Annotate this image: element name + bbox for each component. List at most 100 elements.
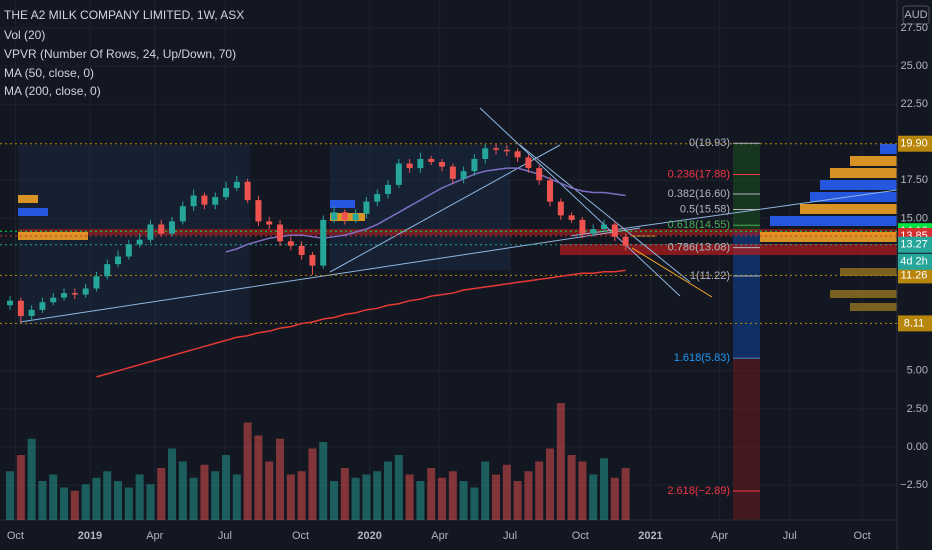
grid <box>0 0 897 520</box>
candle-body <box>547 180 554 202</box>
price-label-box <box>898 315 932 332</box>
candle-body <box>136 239 143 245</box>
currency-box[interactable] <box>902 5 930 25</box>
ma-line <box>225 167 626 253</box>
volume-bar <box>286 474 295 520</box>
volume-bar <box>232 474 241 520</box>
x-tick-label: 2021 <box>638 530 662 542</box>
candle-body <box>233 181 240 188</box>
volume-bar <box>265 461 274 520</box>
candle-body <box>493 148 500 150</box>
x-tick-label: Apr <box>711 530 728 542</box>
candle-body <box>50 297 57 303</box>
candle-body <box>287 241 294 246</box>
volume-bar <box>589 474 598 520</box>
legend-item: MA (50, close, 0) <box>4 66 94 80</box>
volume-bar <box>427 468 436 520</box>
volume-bar <box>535 461 544 520</box>
candle-body <box>298 245 305 255</box>
title: THE A2 MILK COMPANY LIMITED, 1W, ASX <box>4 8 244 22</box>
volume-bar <box>135 474 144 520</box>
candle-body <box>525 157 532 169</box>
y-tick-label: 22.50 <box>900 98 928 110</box>
volume-bar <box>211 471 220 520</box>
candle-body <box>39 302 46 310</box>
x-tick-label: Jul <box>503 530 517 542</box>
candle-body <box>169 221 176 234</box>
volume-bar <box>524 471 533 520</box>
x-tick-label: Oct <box>7 530 24 542</box>
candle-body <box>395 163 402 185</box>
volume-bar <box>492 474 501 520</box>
candle-body <box>190 195 197 207</box>
volume-bar <box>92 477 101 520</box>
volume-bar <box>124 487 133 520</box>
volume-bar <box>556 403 565 520</box>
volume-bar <box>297 471 306 520</box>
candle-body <box>7 300 14 306</box>
candle-body <box>255 200 262 222</box>
candle-body <box>590 229 597 234</box>
candle-body <box>341 212 348 220</box>
candle-body <box>417 158 424 169</box>
candle-body <box>568 215 575 220</box>
volume-bar <box>384 461 393 520</box>
price-label: 11.26 <box>901 269 928 281</box>
candle-body <box>93 276 100 289</box>
candle-body <box>385 184 392 195</box>
volume-bar <box>621 468 630 520</box>
y-tick-label: 2.50 <box>907 403 928 415</box>
volume-bar <box>438 477 447 520</box>
volume-bar <box>578 461 587 520</box>
candle-body <box>482 148 489 159</box>
x-tick-label: Oct <box>572 530 589 542</box>
y-tick-label: 17.50 <box>900 174 928 186</box>
candle-body <box>125 244 132 257</box>
volume-bar <box>70 490 79 520</box>
candle-body <box>61 293 68 298</box>
volume-bar <box>610 477 619 520</box>
volume-bar <box>448 471 457 520</box>
volume-bar <box>513 481 522 520</box>
fib-label: 0.382(16.60) <box>668 188 730 200</box>
x-tick-label: Jul <box>218 530 232 542</box>
candle-body <box>201 195 208 205</box>
candle-body <box>611 224 618 237</box>
volume-bar <box>567 455 576 520</box>
fib-label: 0.236(17.88) <box>668 168 730 180</box>
candle-body <box>277 224 284 242</box>
legend-item: Vol (20) <box>4 28 45 42</box>
x-tick-label: 2019 <box>78 530 102 542</box>
candle-body <box>557 201 564 216</box>
volume-bar <box>502 464 511 520</box>
legend-item: MA (200, close, 0) <box>4 84 101 98</box>
volume-bar <box>470 487 479 520</box>
currency[interactable]: AUD <box>904 9 927 21</box>
decor <box>18 107 898 520</box>
candle-body <box>503 149 510 152</box>
candle-body <box>115 256 122 265</box>
legend-item: VPVR (Number Of Rows, 24, Up/Down, 70) <box>4 47 236 61</box>
fib-label: 0.618(14.55) <box>668 219 730 231</box>
y-tick-label: 5.00 <box>907 365 928 377</box>
volume-bar <box>27 438 36 520</box>
volume-bar <box>600 458 609 520</box>
volume-bar <box>103 471 112 520</box>
candle-body <box>17 300 24 316</box>
candle-body <box>352 213 359 220</box>
candle-body <box>428 158 435 163</box>
candle-body <box>460 171 467 179</box>
candle-body <box>158 224 165 234</box>
price-label-box <box>898 267 932 284</box>
price-label: 19.90 <box>900 138 928 150</box>
volume-bar <box>308 448 317 520</box>
countdown: 4d 2h <box>900 256 928 268</box>
candle-body <box>71 293 78 295</box>
volume-bar <box>178 461 187 520</box>
volume-bar <box>114 481 123 520</box>
candle-body <box>223 187 230 198</box>
volume-bar <box>319 442 328 520</box>
volume-bar <box>481 461 490 520</box>
volume-bar <box>243 422 252 520</box>
volume-bar <box>16 455 25 520</box>
